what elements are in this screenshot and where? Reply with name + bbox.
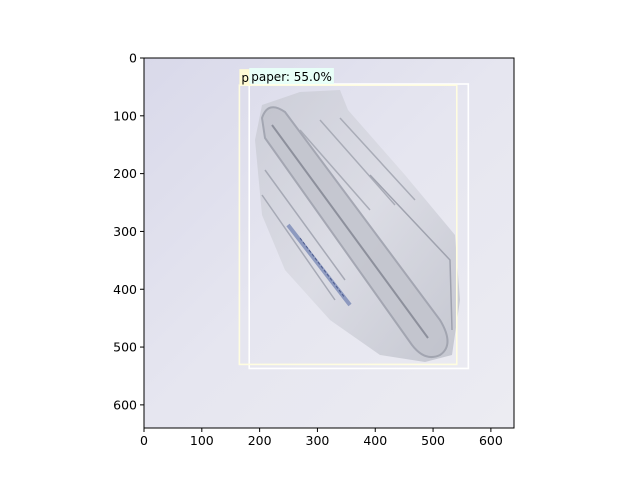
- detection-label-1-text: paper: 55.0%: [251, 70, 332, 84]
- y-tick-label: 500: [113, 340, 137, 355]
- x-tick-label: 300: [306, 433, 330, 448]
- y-axis: 0 100 200 300 400 500 600: [113, 51, 144, 412]
- x-tick-label: 0: [140, 433, 148, 448]
- axes-frame: [143, 57, 515, 429]
- y-tick-label: 100: [113, 108, 137, 123]
- y-tick-label: 600: [113, 397, 137, 412]
- x-tick-label: 400: [363, 433, 387, 448]
- y-tick-label: 400: [113, 282, 137, 297]
- detection-label-2: p: [239, 69, 252, 86]
- x-tick-label: 500: [421, 433, 445, 448]
- detection-box-1: [248, 83, 470, 370]
- detection-label-2-text: p: [241, 71, 249, 85]
- photo-image: [144, 58, 514, 428]
- y-tick-label: 200: [113, 166, 137, 181]
- y-tick-label: 0: [129, 51, 137, 66]
- x-axis: 0 100 200 300 400 500 600: [140, 428, 503, 448]
- x-tick-label: 200: [248, 433, 272, 448]
- detection-label-1: paper: 55.0%: [249, 68, 334, 85]
- detection-box-2: [238, 84, 458, 366]
- x-tick-label: 100: [190, 433, 214, 448]
- plastic-container-object: [255, 90, 460, 362]
- y-tick-label: 300: [113, 224, 137, 239]
- x-tick-label: 600: [479, 433, 503, 448]
